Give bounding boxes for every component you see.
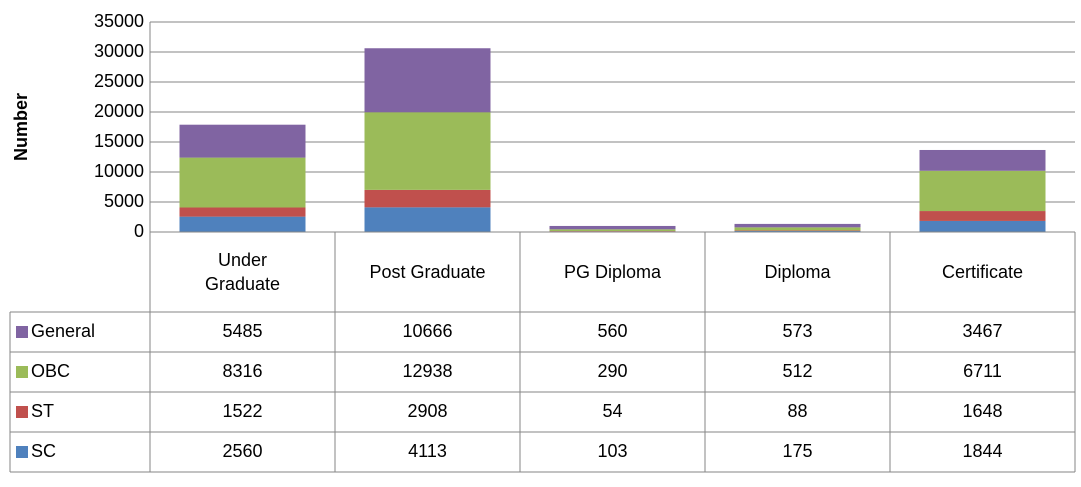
table-value: 103 xyxy=(597,441,627,461)
y-tick-label: 25000 xyxy=(94,71,144,91)
bar-segment xyxy=(734,230,861,232)
y-tick-label: 30000 xyxy=(94,41,144,61)
legend-key xyxy=(16,446,28,458)
bar-segment xyxy=(919,211,1046,221)
bar-segment xyxy=(179,207,306,217)
bar-segment xyxy=(364,48,491,113)
y-tick-label: 5000 xyxy=(104,191,144,211)
table-value: 1522 xyxy=(222,401,262,421)
table-value: 290 xyxy=(597,361,627,381)
bar-segment xyxy=(179,124,306,158)
y-tick-label: 10000 xyxy=(94,161,144,181)
x-tick-label: Certificate xyxy=(941,262,1024,282)
table-value: 1844 xyxy=(962,441,1002,461)
x-tick-label: Diploma xyxy=(764,262,831,282)
category-cell: Diploma xyxy=(764,262,831,282)
table-value: 12938 xyxy=(402,361,452,381)
table-value: 4113 xyxy=(408,441,447,461)
bar-segment xyxy=(364,112,491,190)
table-value: 5485 xyxy=(222,321,262,341)
table-value: 2908 xyxy=(407,401,447,421)
bar-segment xyxy=(734,227,861,231)
y-tick-label: 0 xyxy=(134,221,144,241)
category-cell: Post Graduate xyxy=(369,262,486,282)
table-value: 573 xyxy=(782,321,812,341)
y-axis-label: Number xyxy=(11,93,31,161)
bar-segment xyxy=(179,157,306,208)
legend-key xyxy=(16,366,28,378)
legend-label: ST xyxy=(31,401,54,421)
legend-key xyxy=(16,406,28,418)
table-value: 1648 xyxy=(962,401,1002,421)
table-value: 512 xyxy=(782,361,812,381)
table-value: 88 xyxy=(787,401,807,421)
category-cell: Certificate xyxy=(941,262,1024,282)
table-value: 54 xyxy=(602,401,622,421)
y-tick-label: 35000 xyxy=(94,11,144,31)
x-tick-label: Under Graduate xyxy=(204,250,281,294)
table-value: 2560 xyxy=(222,441,262,461)
x-tick-label: PG Diploma xyxy=(563,262,662,282)
table-value: 175 xyxy=(782,441,812,461)
table-value: 3467 xyxy=(962,321,1002,341)
bar-segment xyxy=(364,207,491,232)
bar-segment xyxy=(179,216,306,232)
table-value: 8316 xyxy=(222,361,262,381)
bar-segment xyxy=(919,170,1046,212)
legend-label: OBC xyxy=(31,361,70,381)
bar-segment xyxy=(549,225,676,230)
y-tick-label: 20000 xyxy=(94,101,144,121)
bar-segment xyxy=(549,229,676,232)
y-tick-label: 15000 xyxy=(94,131,144,151)
legend-key xyxy=(16,326,28,338)
legend-label: General xyxy=(31,321,95,341)
table-value: 6711 xyxy=(963,361,1002,381)
table-value: 560 xyxy=(597,321,627,341)
bar-segment xyxy=(364,189,491,208)
legend-label: SC xyxy=(31,441,56,461)
category-cell: Under Graduate xyxy=(204,250,281,294)
x-tick-label: Post Graduate xyxy=(369,262,486,282)
bar-segment xyxy=(734,230,861,231)
bar-segment xyxy=(919,149,1046,171)
table-value: 10666 xyxy=(402,321,452,341)
bar-segment xyxy=(734,223,861,228)
bar-segment xyxy=(919,220,1046,232)
category-cell: PG Diploma xyxy=(563,262,662,282)
